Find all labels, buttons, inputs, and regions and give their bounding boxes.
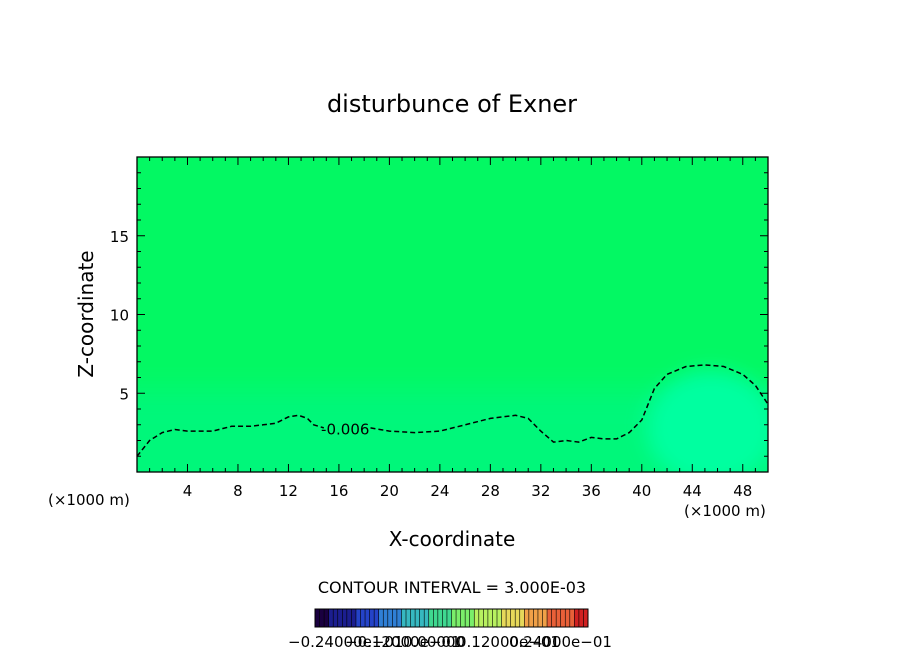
colorbar-cell	[383, 609, 389, 627]
contour-interval: CONTOUR INTERVAL = 3.000E-03	[318, 578, 586, 597]
colorbar-cell	[387, 609, 393, 627]
colorbar-cell	[446, 609, 452, 627]
colorbar-cell	[487, 609, 493, 627]
y-axis-label: Z-coordinate	[74, 250, 98, 377]
colorbar-cell	[583, 609, 589, 627]
colorbar-cell	[365, 609, 371, 627]
colorbar-cell	[483, 609, 489, 627]
colorbar-cell	[528, 609, 534, 627]
colorbar-cell	[537, 609, 543, 627]
colorbar-cell	[478, 609, 484, 627]
colorbar-cell	[506, 609, 512, 627]
colorbar-cell	[501, 609, 507, 627]
colorbar-cell	[319, 609, 325, 627]
colorbar	[314, 608, 589, 628]
chart-title: disturbunce of Exner	[327, 90, 577, 118]
x-tick-label: 32	[531, 482, 550, 500]
contour-line-segment	[370, 364, 768, 443]
fill-blob	[646, 370, 768, 472]
x-tick-label: 44	[683, 482, 702, 500]
colorbar-cell	[547, 609, 553, 627]
colorbar-cell	[324, 609, 330, 627]
x-tick-label: 4	[183, 482, 193, 500]
colorbar-cell	[415, 609, 421, 627]
colorbar-cell	[424, 609, 430, 627]
colorbar-cell	[396, 609, 402, 627]
x-tick-label: 48	[733, 482, 752, 500]
colorbar-cell	[460, 609, 466, 627]
colorbar-label-2: −0.12000e−01	[345, 633, 460, 651]
x-tick-label: 28	[481, 482, 500, 500]
contour-lines: -0.006	[137, 364, 768, 457]
colorbar-cell	[346, 609, 352, 627]
colorbar-cell	[492, 609, 498, 627]
x-tick-label: 12	[279, 482, 298, 500]
colorbar-cell	[578, 609, 584, 627]
colorbar-cell	[442, 609, 448, 627]
colorbar-cell	[374, 609, 380, 627]
x-tick-label: 8	[233, 482, 243, 500]
colorbar-cell	[315, 609, 321, 627]
colorbar-cell	[510, 609, 516, 627]
colorbar-cell	[337, 609, 343, 627]
colorbar-label-3: 0.00000	[403, 633, 465, 651]
colorbar-cell	[574, 609, 580, 627]
x-tick-label: 16	[329, 482, 348, 500]
x-axis-label: X-coordinate	[389, 527, 516, 551]
colorbar-cell	[551, 609, 557, 627]
colorbar-cell	[565, 609, 571, 627]
colorbar-cell	[433, 609, 439, 627]
x-tick-label: 20	[380, 482, 399, 500]
colorbar-cell	[456, 609, 462, 627]
contour-fill	[137, 157, 768, 472]
colorbar-cell	[378, 609, 384, 627]
colorbar-cell	[355, 609, 361, 627]
colorbar-cell	[519, 609, 525, 627]
colorbar-cell	[451, 609, 457, 627]
colorbar-cell	[560, 609, 566, 627]
colorbar-label-1: −0.24000e−01	[288, 633, 403, 651]
colorbar-frame	[314, 608, 589, 628]
colorbar-cell	[469, 609, 475, 627]
colorbar-cell	[569, 609, 575, 627]
colorbar-cell	[556, 609, 562, 627]
colorbar-cell	[369, 609, 375, 627]
contour-line-segment	[137, 414, 325, 457]
colorbar-cell	[410, 609, 416, 627]
colorbar-cell	[333, 609, 339, 627]
colorbar-cell	[542, 609, 548, 627]
y-tick-label: 5	[119, 385, 129, 403]
x-unit-right: (×1000 m)	[684, 502, 766, 520]
x-tick-label: 40	[632, 482, 651, 500]
colorbar-cell	[533, 609, 539, 627]
colorbar-cell	[437, 609, 443, 627]
colorbar-cell	[406, 609, 412, 627]
colorbar-cell	[419, 609, 425, 627]
colorbar-cell	[497, 609, 503, 627]
colorbar-cell	[465, 609, 471, 627]
contour-label: -0.006	[321, 420, 369, 438]
x-unit-left: (×1000 m)	[48, 491, 130, 509]
colorbar-cell	[392, 609, 398, 627]
colorbar-cell	[360, 609, 366, 627]
colorbar-cell	[515, 609, 521, 627]
colorbar-cell	[342, 609, 348, 627]
x-tick-label: 24	[430, 482, 449, 500]
y-tick-label: 15	[110, 228, 129, 246]
colorbar-cell	[428, 609, 434, 627]
y-tick-label: 10	[110, 307, 129, 325]
colorbar-cell	[351, 609, 357, 627]
colorbar-cell	[524, 609, 530, 627]
colorbar-cell	[401, 609, 407, 627]
colorbar-cell	[474, 609, 480, 627]
colorbar-cell	[328, 609, 334, 627]
colorbar-label-4: 0.12000e−01	[457, 633, 560, 651]
colorbar-label-5: 0.24000e−01	[509, 633, 612, 651]
x-tick-label: 36	[582, 482, 601, 500]
